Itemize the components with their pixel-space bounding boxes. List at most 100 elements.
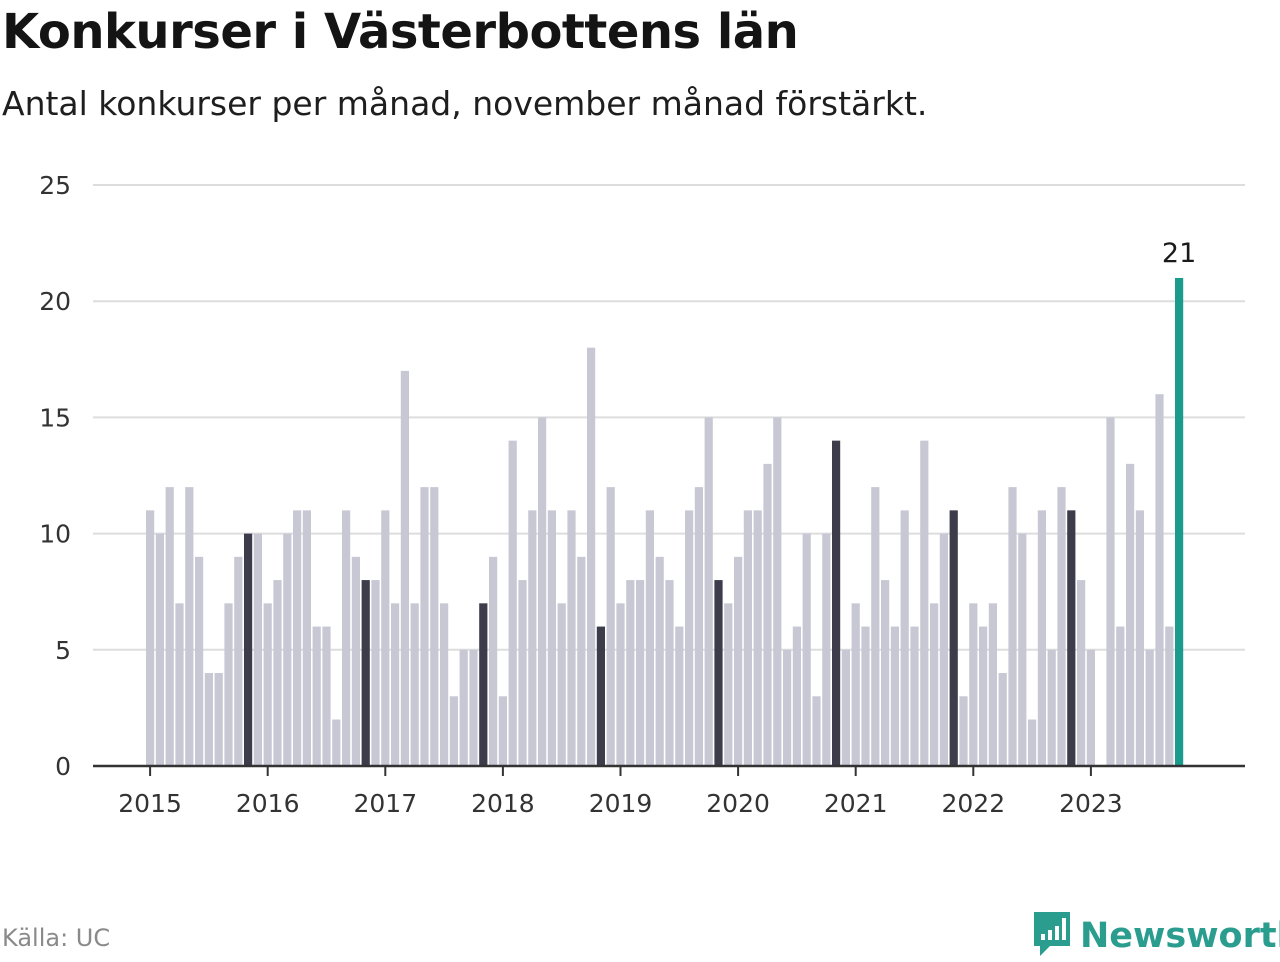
- bar: [1028, 719, 1037, 766]
- bar: [371, 580, 380, 766]
- bar: [900, 510, 909, 766]
- bar: [1057, 487, 1066, 766]
- x-tick-label: 2018: [471, 789, 535, 818]
- bar: [1047, 649, 1056, 766]
- bar: [420, 487, 429, 766]
- bar: [332, 719, 341, 766]
- bar: [636, 580, 645, 766]
- bar: [665, 580, 674, 766]
- bar: [871, 487, 880, 766]
- bar: [459, 649, 468, 766]
- bar: [704, 417, 713, 766]
- x-tick-label: 2021: [824, 789, 888, 818]
- source-note: Källa: UC: [2, 924, 111, 952]
- bar: [832, 440, 841, 766]
- bar: [1008, 487, 1017, 766]
- bar: [146, 510, 155, 766]
- bar: [969, 603, 978, 766]
- bar: [1067, 510, 1076, 766]
- labels: 0 5 10 15 20 25 2015 2016 2017 2018 2019 2020 2021 20…: [39, 171, 1196, 818]
- bar: [988, 603, 997, 766]
- bar: [1175, 277, 1184, 766]
- bar: [949, 510, 958, 766]
- bar: [743, 510, 752, 766]
- bar: [508, 440, 517, 766]
- bar: [263, 603, 272, 766]
- bar: [204, 673, 213, 766]
- brand-name: Newsworthy: [1080, 916, 1280, 956]
- bar: [979, 626, 988, 766]
- y-tick-label: 25: [39, 171, 71, 200]
- x-tick-label: 2020: [706, 789, 770, 818]
- bar: [841, 649, 850, 766]
- bar: [1116, 626, 1125, 766]
- y-tick-label: 0: [55, 752, 71, 781]
- bar: [528, 510, 537, 766]
- bar: [195, 556, 204, 766]
- bar: [489, 556, 498, 766]
- bar: [449, 696, 458, 766]
- bar: [675, 626, 684, 766]
- bar: [920, 440, 929, 766]
- bar: [1165, 626, 1174, 766]
- bar-chart-speech-bubble-icon: [1032, 910, 1072, 962]
- bar: [1018, 533, 1027, 766]
- y-tick-label: 5: [55, 636, 71, 665]
- bar: [606, 487, 615, 766]
- bar-chart: 0 5 10 15 20 25 2015 2016 2017 2018 2019 2020 2021 20…: [39, 171, 1245, 818]
- bar: [302, 510, 311, 766]
- bar: [342, 510, 351, 766]
- bar: [1155, 394, 1164, 766]
- bar: [410, 603, 419, 766]
- bar: [802, 533, 811, 766]
- x-tick-label: 2022: [941, 789, 1005, 818]
- bar: [1037, 510, 1046, 766]
- bar: [234, 556, 243, 766]
- bar: [694, 487, 703, 766]
- x-tick-label: 2017: [353, 789, 417, 818]
- bar: [773, 417, 782, 766]
- bar: [724, 603, 733, 766]
- bar: [557, 603, 566, 766]
- chart-subtitle: Antal konkurser per månad, november måna…: [2, 84, 928, 123]
- bar: [498, 696, 507, 766]
- bar: [616, 603, 625, 766]
- bar: [1135, 510, 1144, 766]
- bar: [714, 580, 723, 766]
- bar: [734, 556, 743, 766]
- y-tick-label: 20: [39, 287, 71, 316]
- bar: [753, 510, 762, 766]
- bar: [165, 487, 174, 766]
- bar: [1145, 649, 1154, 766]
- y-tick-label: 10: [39, 520, 71, 549]
- bar: [930, 603, 939, 766]
- bar: [1106, 417, 1115, 766]
- bar: [244, 533, 253, 766]
- bar: [783, 649, 792, 766]
- x-tick-label: 2019: [589, 789, 653, 818]
- bar: [547, 510, 556, 766]
- bar: [587, 347, 596, 766]
- bar: [224, 603, 233, 766]
- bar: [1077, 580, 1086, 766]
- bar: [312, 626, 321, 766]
- bar: [253, 533, 262, 766]
- bar: [283, 533, 292, 766]
- bar: [812, 696, 821, 766]
- bar: [881, 580, 890, 766]
- brand-logo[interactable]: Newsworthy: [1032, 910, 1280, 962]
- bar: [655, 556, 664, 766]
- bar: [1086, 649, 1095, 766]
- bar: [175, 603, 184, 766]
- bar: [518, 580, 527, 766]
- bar: [400, 370, 409, 766]
- bar: [645, 510, 654, 766]
- bar: [626, 580, 635, 766]
- x-tick-label: 2015: [118, 789, 182, 818]
- bar: [361, 580, 370, 766]
- bar: [851, 603, 860, 766]
- bar: [322, 626, 331, 766]
- bar: [998, 673, 1007, 766]
- bar: [381, 510, 390, 766]
- bar: [293, 510, 302, 766]
